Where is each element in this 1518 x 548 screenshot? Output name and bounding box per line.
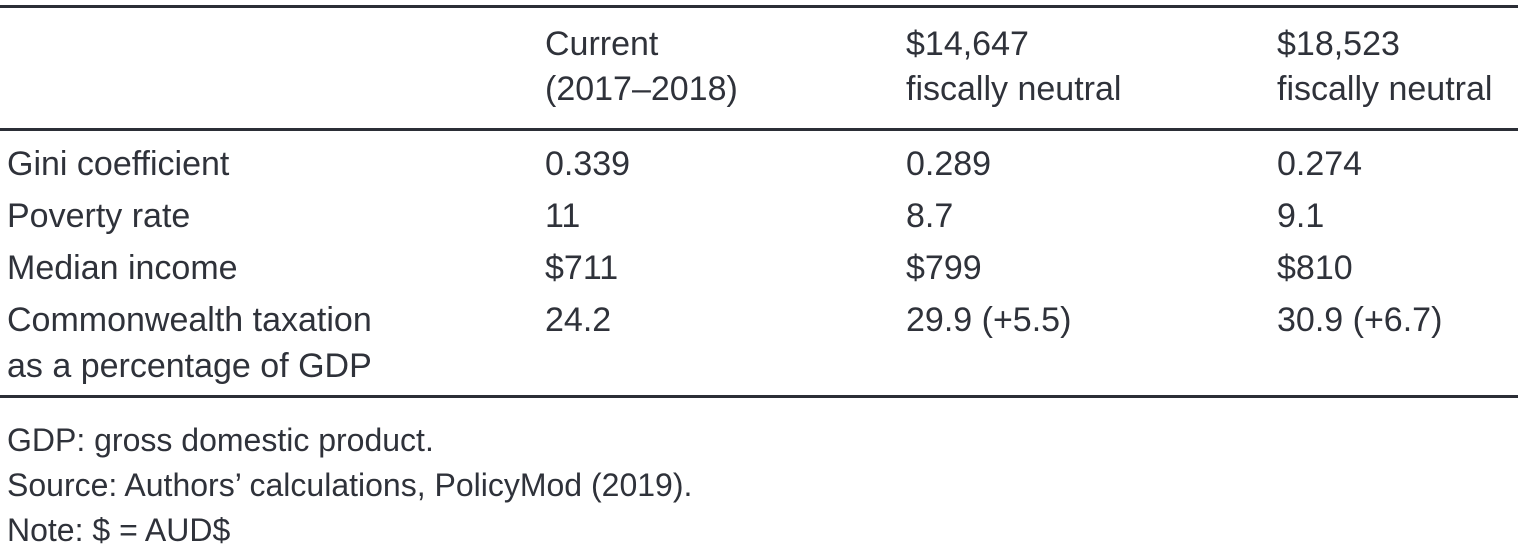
table-row-median-income: Median income $711 $799 $810 xyxy=(0,242,1518,294)
value-cell: 29.9 (+5.5) xyxy=(906,294,1277,397)
row-label: Gini coefficient xyxy=(7,145,230,183)
cell-value: 9.1 xyxy=(1277,197,1325,235)
row-label-wrap: as a percentage of GDP xyxy=(7,347,372,385)
row-label: Median income xyxy=(7,249,238,287)
row-label-cell: Poverty rate xyxy=(0,190,545,242)
cell-value: $810 xyxy=(1277,249,1353,287)
value-cell: $799 xyxy=(906,242,1277,294)
cell-value: $711 xyxy=(545,249,619,287)
row-label-cell: Median income xyxy=(0,242,545,294)
note-source: Source: Authors’ calculations, PolicyMod… xyxy=(7,467,693,503)
cell-value: $799 xyxy=(906,249,982,287)
table-row-commonwealth-taxation: Commonwealth taxation as a percentage of… xyxy=(0,294,1518,397)
cell-value: 29.9 (+5.5) xyxy=(906,301,1072,339)
header-cell-neutral-14647: $14,647 fiscally neutral xyxy=(906,6,1277,131)
header-row: Current (2017–2018) $14,647 fiscally neu… xyxy=(0,6,1518,131)
value-cell: 0.274 xyxy=(1277,130,1518,191)
value-cell: $810 xyxy=(1277,242,1518,294)
results-table: Current (2017–2018) $14,647 fiscally neu… xyxy=(0,5,1518,398)
header-label: $18,523 xyxy=(1277,25,1400,63)
table-row-gini: Gini coefficient 0.339 0.289 0.274 xyxy=(0,130,1518,191)
value-cell: 9.1 xyxy=(1277,190,1518,242)
value-cell: 30.9 (+6.7) xyxy=(1277,294,1518,397)
row-label: Poverty rate xyxy=(7,197,191,235)
header-cell-neutral-18523: $18,523 fiscally neutral xyxy=(1277,6,1518,131)
cell-value: 8.7 xyxy=(906,197,954,235)
row-label-cell: Gini coefficient xyxy=(0,130,545,191)
header-label: Current xyxy=(545,25,659,63)
cell-value: 0.289 xyxy=(906,145,992,183)
note-currency: Note: $ = AUD$ xyxy=(7,512,231,548)
table-notes: GDP: gross domestic product. Source: Aut… xyxy=(7,418,1518,548)
value-cell: 11 xyxy=(545,190,906,242)
note-gdp-definition: GDP: gross domestic product. xyxy=(7,422,434,458)
value-cell: $711 xyxy=(545,242,906,294)
header-label: $14,647 xyxy=(906,25,1029,63)
value-cell: 8.7 xyxy=(906,190,1277,242)
header-label: (2017–2018) xyxy=(545,70,738,108)
cell-value: 0.339 xyxy=(545,145,631,183)
cell-value: 30.9 (+6.7) xyxy=(1277,301,1443,339)
header-label: fiscally neutral xyxy=(906,70,1122,108)
header-cell-current: Current (2017–2018) xyxy=(545,6,906,131)
cell-value: 0.274 xyxy=(1277,145,1363,183)
row-label-cell: Commonwealth taxation as a percentage of… xyxy=(0,294,545,397)
value-cell: 0.339 xyxy=(545,130,906,191)
value-cell: 24.2 xyxy=(545,294,906,397)
header-cell-empty xyxy=(0,6,545,131)
cell-value: 24.2 xyxy=(545,301,612,339)
row-label: Commonwealth taxation xyxy=(7,301,372,339)
table-row-poverty: Poverty rate 11 8.7 9.1 xyxy=(0,190,1518,242)
header-label: fiscally neutral xyxy=(1277,70,1493,108)
cell-value: 11 xyxy=(545,197,581,235)
value-cell: 0.289 xyxy=(906,130,1277,191)
